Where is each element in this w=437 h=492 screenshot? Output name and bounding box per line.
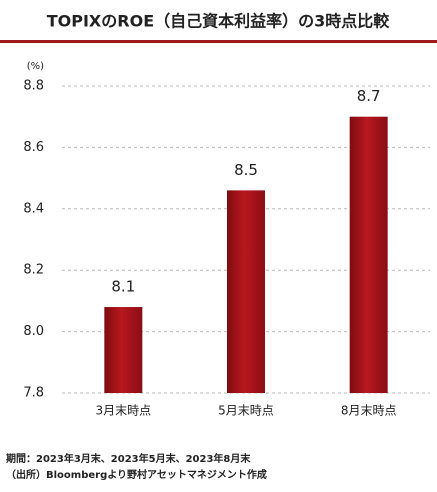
y-tick-label: 8.2 xyxy=(23,263,44,278)
value-label: 8.7 xyxy=(357,87,381,105)
y-tick-label: 8.6 xyxy=(23,140,44,155)
bar xyxy=(104,307,143,393)
y-axis-unit: (%) xyxy=(27,61,44,72)
y-tick-label: 8.4 xyxy=(23,201,44,216)
chart-title: TOPIXのROE（自己資本利益率）の3時点比較 xyxy=(47,12,391,31)
x-tick-label: 3月末時点 xyxy=(96,404,152,418)
y-tick-label: 8.8 xyxy=(23,79,44,94)
x-tick-label: 5月末時点 xyxy=(218,404,274,418)
note: 期間：2023年3月末、2023年5月末、2023年8月末 xyxy=(6,452,251,465)
y-tick-label: 8.0 xyxy=(23,324,44,339)
y-tick-label: 7.8 xyxy=(23,386,44,401)
bar xyxy=(227,190,265,393)
x-tick-label: 8月末時点 xyxy=(341,404,397,418)
note: （出所）Bloombergより野村アセットマネジメント作成 xyxy=(6,468,267,481)
value-label: 8.1 xyxy=(111,278,135,296)
value-label: 8.5 xyxy=(234,161,258,179)
bar xyxy=(349,116,388,393)
title-rule xyxy=(0,40,437,43)
